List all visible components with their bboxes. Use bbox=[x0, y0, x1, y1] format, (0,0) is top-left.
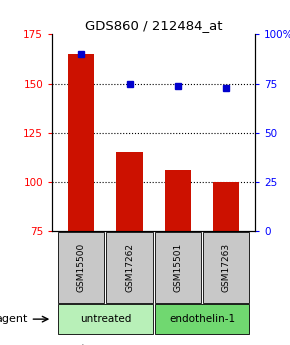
Bar bbox=[106, 232, 153, 303]
Text: endothelin-1: endothelin-1 bbox=[169, 314, 235, 324]
Text: GSM17262: GSM17262 bbox=[125, 243, 134, 292]
Bar bbox=[213, 182, 240, 231]
Text: count: count bbox=[56, 344, 86, 345]
Title: GDS860 / 212484_at: GDS860 / 212484_at bbox=[85, 19, 222, 32]
Bar bbox=[68, 54, 95, 231]
Bar bbox=[58, 304, 153, 334]
Bar bbox=[116, 152, 143, 231]
Text: GSM15500: GSM15500 bbox=[77, 243, 86, 292]
Text: GSM17263: GSM17263 bbox=[222, 243, 231, 292]
Text: untreated: untreated bbox=[80, 314, 131, 324]
Bar bbox=[155, 232, 201, 303]
Bar bbox=[203, 232, 249, 303]
Bar bbox=[165, 170, 191, 231]
Bar bbox=[58, 232, 104, 303]
Text: agent: agent bbox=[0, 314, 28, 324]
Bar bbox=[155, 304, 249, 334]
Text: GSM15501: GSM15501 bbox=[173, 243, 182, 292]
